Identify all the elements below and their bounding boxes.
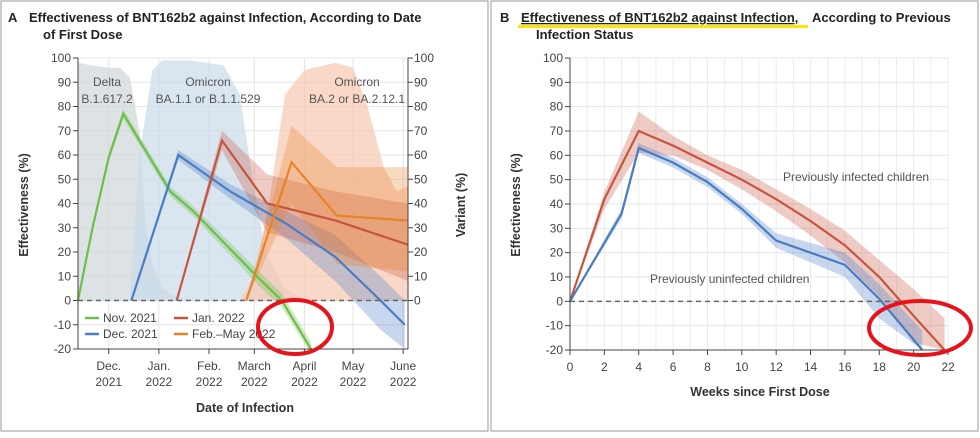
x-tick-label: March: [238, 359, 271, 373]
y-tick-label: 60: [550, 148, 564, 162]
x-tick-label: 22: [941, 360, 955, 374]
y-tick-label: 70: [550, 124, 564, 138]
x-tick-label: Jan.: [148, 359, 171, 373]
y2-tick-label: 60: [414, 148, 428, 162]
legend-label-dec-2021: Dec. 2021: [103, 327, 158, 341]
y-tick-label: -10: [546, 319, 564, 333]
y-tick-label: 10: [58, 269, 72, 283]
y-tick-label: 100: [543, 51, 563, 65]
x-tick-label: 16: [838, 360, 852, 374]
x-tick-label: 4: [635, 360, 642, 374]
x-tick-label: 6: [670, 360, 677, 374]
y2-tick-label: 30: [414, 221, 428, 235]
x-tick-label: 2022: [241, 375, 268, 389]
panel-a-letter: A: [8, 10, 18, 25]
legend-label-nov-2021: Nov. 2021: [103, 311, 157, 325]
y-tick-label: 90: [58, 75, 72, 89]
x-tick-label: 14: [804, 360, 818, 374]
y-tick-label: 70: [58, 124, 72, 138]
y2-tick-label: 40: [414, 197, 428, 211]
panel-a-title: Effectiveness of BNT162b2 against Infect…: [29, 10, 422, 25]
variant-delta-label: Delta: [93, 75, 121, 89]
x-tick-label: 2021: [95, 375, 122, 389]
y2-tick-label: 0: [414, 294, 421, 308]
y2-tick-label: 50: [414, 172, 428, 186]
x-tick-label: 2022: [146, 375, 173, 389]
y-tick-label: 20: [550, 246, 564, 260]
variant-ba1-label: Omicron: [185, 75, 230, 89]
y2-tick-label: 20: [414, 245, 428, 259]
y-tick-label: 20: [58, 245, 72, 259]
y-tick-label: 100: [51, 51, 71, 65]
panel-a-y2-axis-label: Variant (%): [454, 173, 468, 238]
variant-delta-lineage: B.1.617.2: [81, 92, 133, 106]
y-tick-label: 90: [550, 75, 564, 89]
y-tick-label: 60: [58, 148, 72, 162]
x-tick-label: 20: [907, 360, 921, 374]
x-tick-label: 2022: [390, 375, 417, 389]
x-tick-label: 0: [567, 360, 574, 374]
y2-tick-label: 70: [414, 124, 428, 138]
y-tick-label: 40: [550, 197, 564, 211]
y2-tick-label: 80: [414, 100, 428, 114]
variant-ba1-lineage: BA.1.1 or B.1.1.529: [156, 92, 261, 106]
panel-b-title-underlined: Effectiveness of BNT162b2 against Infect…: [521, 10, 798, 25]
x-tick-label: 18: [873, 360, 887, 374]
y-tick-label: 80: [550, 100, 564, 114]
y-tick-label: 0: [556, 294, 563, 308]
panel-a-y-axis-label: Effectiveness (%): [17, 153, 31, 257]
panel-b-title-rest: According to Previous: [812, 10, 951, 25]
x-tick-label: 2022: [291, 375, 318, 389]
y-tick-label: 40: [58, 197, 72, 211]
y-tick-label: -20: [54, 342, 72, 356]
panel-b-x-axis-label: Weeks since First Dose: [690, 385, 829, 399]
x-tick-label: 2: [601, 360, 608, 374]
y-tick-label: -20: [546, 343, 564, 357]
y-tick-label: 50: [550, 173, 564, 187]
y2-tick-label: 10: [414, 269, 428, 283]
x-tick-label: April: [292, 359, 316, 373]
x-tick-label: Feb.: [197, 359, 221, 373]
y-tick-label: 0: [64, 294, 71, 308]
y-tick-label: -10: [54, 318, 72, 332]
variant-ba2-label: Omicron: [334, 75, 379, 89]
x-tick-label: 8: [704, 360, 711, 374]
legend-label-jan-2022: Jan. 2022: [192, 311, 245, 325]
y-tick-label: 10: [550, 270, 564, 284]
x-tick-label: 12: [770, 360, 784, 374]
panel-a-title-line2: of First Dose: [43, 27, 122, 42]
x-tick-label: June: [390, 359, 416, 373]
x-tick-label: May: [342, 359, 365, 373]
x-tick-label: Dec.: [96, 359, 121, 373]
y-tick-label: 50: [58, 172, 72, 186]
series-label-previously-infected: Previously infected children: [783, 170, 929, 184]
y-tick-label: 80: [58, 100, 72, 114]
panel-b-title-line2: Infection Status: [536, 27, 634, 42]
panel-a-x-axis-label: Date of Infection: [196, 401, 294, 415]
panel-b-letter: B: [500, 10, 509, 25]
x-tick-label: 2022: [340, 375, 367, 389]
y-tick-label: 30: [58, 221, 72, 235]
y2-tick-label: 90: [414, 75, 428, 89]
panel-b-y-axis-label: Effectiveness (%): [509, 153, 523, 257]
y2-tick-label: 100: [414, 51, 434, 65]
variant-ba2-lineage: BA.2 or BA.2.12.1: [309, 92, 405, 106]
y-tick-label: 30: [550, 221, 564, 235]
x-tick-label: 10: [735, 360, 749, 374]
series-label-previously-uninfected: Previously uninfected children: [650, 272, 809, 286]
x-tick-label: 2022: [196, 375, 223, 389]
